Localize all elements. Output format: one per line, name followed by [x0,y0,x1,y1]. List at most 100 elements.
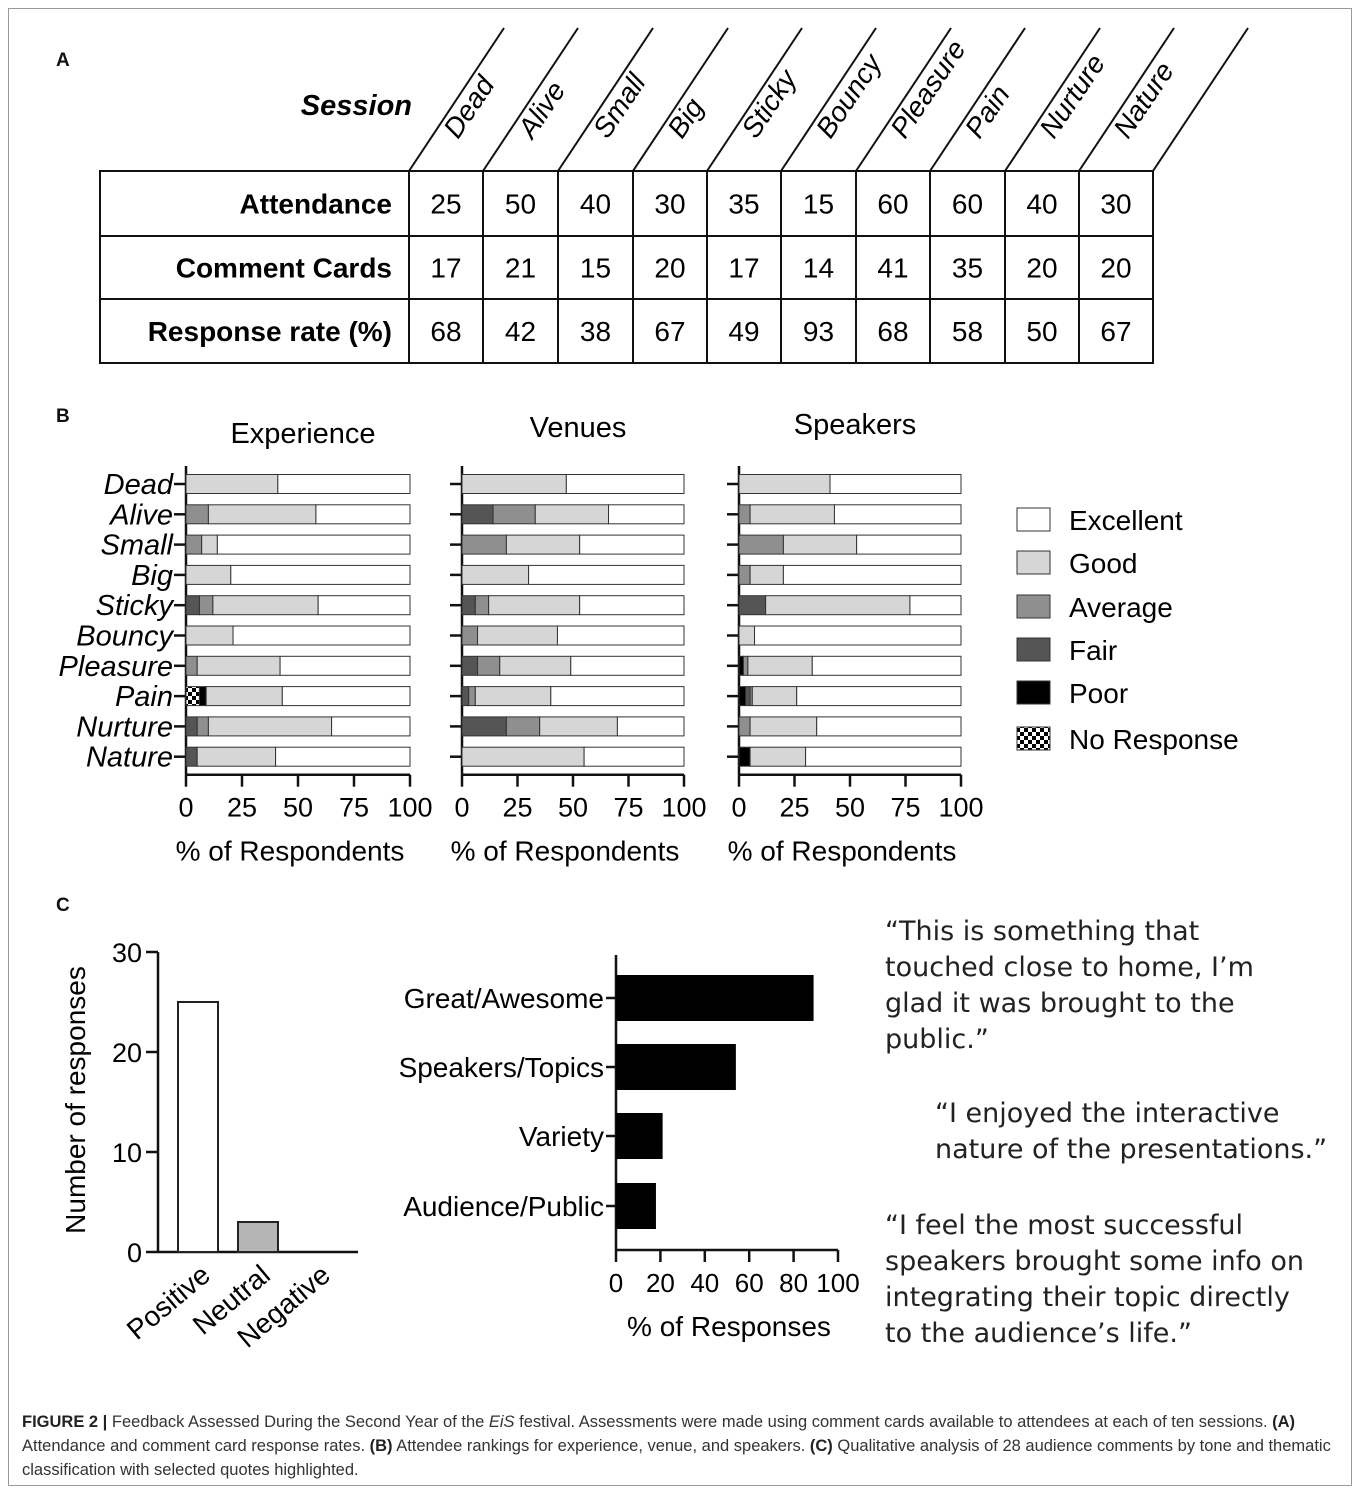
y-tick-label: 20 [112,1038,142,1068]
table-header-slant [482,27,579,172]
y-axis-label: Number of responses [60,966,91,1234]
caption-b-label: (B) [369,1437,393,1455]
caption-a-text: Attendance and comment card response rat… [22,1437,370,1455]
legend-swatch-excellent [1016,507,1051,532]
bar-big-good [749,564,784,585]
x-tick-label: 25 [502,793,532,823]
table-header-slant [408,27,505,172]
bar-pleasure-excellent [811,655,962,676]
legend: Excellent Good Average Fair Poor No Response [1016,505,1239,755]
bar-pain-good [205,686,283,707]
y-tick-label: 10 [112,1138,142,1168]
x-tick-label: 40 [690,1268,719,1298]
bar-sticky-good [765,595,911,616]
bar-pleasure-excellent [279,655,411,676]
bar-pain-fair [461,686,470,707]
bar-small-excellent [856,534,962,555]
x-tick-label: 75 [613,793,643,823]
table-header-slant [706,27,803,172]
x-tick-label: 50 [835,793,865,823]
quote-1: “This is something that touched close to… [885,916,1254,1055]
legend-swatch-average [1016,594,1051,619]
bar-nurture-average [196,716,209,737]
bar-sticky-excellent [317,595,411,616]
x-tick-label: 75 [890,793,920,823]
table-border [99,170,1154,364]
bar-nurture-excellent [331,716,411,737]
caption-text-2: festival. Assessments were made using co… [514,1413,1273,1431]
category-label-audience-public: Audience/Public [403,1191,604,1222]
bar-big-average [738,564,751,585]
row-label-attendance: Attendance [240,189,392,220]
ratings-charts: ExperienceDeadAliveSmallBigStickyBouncyP… [59,409,1239,867]
bar-nurture-good [539,716,618,737]
bar-small-good [201,534,218,555]
bar-alive-average [738,504,751,525]
bar-speakers-topics [616,1044,736,1090]
bar-alive-excellent [608,504,685,525]
bar-sticky-fair [185,595,200,616]
legend-label-average: Average [1069,592,1173,623]
y-tick-label: 30 [112,938,142,968]
session-name-alive: Alive [511,76,572,145]
table-cell: 93 [803,316,834,347]
bar-pleasure-average [742,655,749,676]
session-header: Session [301,90,412,122]
bar-dead-excellent [829,474,962,494]
legend-label-good: Good [1069,548,1138,579]
bar-pain-average [468,686,476,707]
bar-small-good [505,534,581,555]
bar-small-excellent [579,534,685,555]
bar-pain-poor [738,686,747,707]
bar-pain-excellent [550,686,685,707]
bar-pain-excellent [281,686,411,707]
bar-bouncy-excellent [232,625,411,646]
bar-great-awesome [616,975,814,1021]
figure-frame [8,8,1352,1486]
table-cell: 17 [728,253,759,284]
theme-chart: Great/Awesome Speakers/Topics Variety Audie… [399,955,860,1342]
x-tick-label: 25 [779,793,809,823]
chart-title: Experience [230,418,375,450]
bar-nature-good [196,746,277,767]
table-cell: 17 [430,253,461,284]
table-cell: 15 [580,253,611,284]
table-header-slant [929,27,1026,172]
table-cell: 25 [430,189,461,220]
category-label-small: Small [100,530,174,562]
x-axis-label: % of Respondents [728,836,957,867]
bar-dead-excellent [565,474,685,494]
bar-nature-excellent [583,746,685,767]
table-cell: 20 [654,253,685,284]
bar-big-excellent [528,564,685,585]
x-tick-label: 100 [661,793,706,823]
session-name-sticky: Sticky [735,62,804,143]
bar-bouncy-good [738,625,756,646]
bar-pain-excellent [796,686,962,707]
category-label-bouncy: Bouncy [76,621,174,653]
caption-c-label: (C) [809,1437,833,1455]
x-tick-label: 0 [609,1268,623,1298]
table-cell: 50 [1026,316,1057,347]
category-label-dead: Dead [104,469,174,501]
row-label-response-rate: Response rate (%) [148,316,392,347]
table-header-slant [1152,27,1249,172]
x-tick-label: 25 [227,793,257,823]
category-label-nurture: Nurture [76,711,173,743]
x-tick-label: 50 [283,793,313,823]
bar-sticky-good [488,595,581,616]
x-tick-label: 75 [339,793,369,823]
table-cell: 67 [1100,316,1131,347]
x-tick-label: 100 [816,1268,859,1298]
legend-swatch-no-response [1016,726,1051,751]
caption-b-text: Attendee rankings for experience, venue,… [392,1437,810,1455]
category-label-nature: Nature [86,742,173,774]
table-cell: 35 [728,189,759,220]
bar-pain-good [474,686,552,707]
chart-venues: Venues 0 25 50 75 100 % of Respondents [450,412,707,867]
table-cell: 40 [580,189,611,220]
caption-text-1: Feedback Assessed During the Second Year… [107,1413,489,1431]
bar-pain-no-response [185,686,200,707]
bar-dead-good [185,474,279,494]
